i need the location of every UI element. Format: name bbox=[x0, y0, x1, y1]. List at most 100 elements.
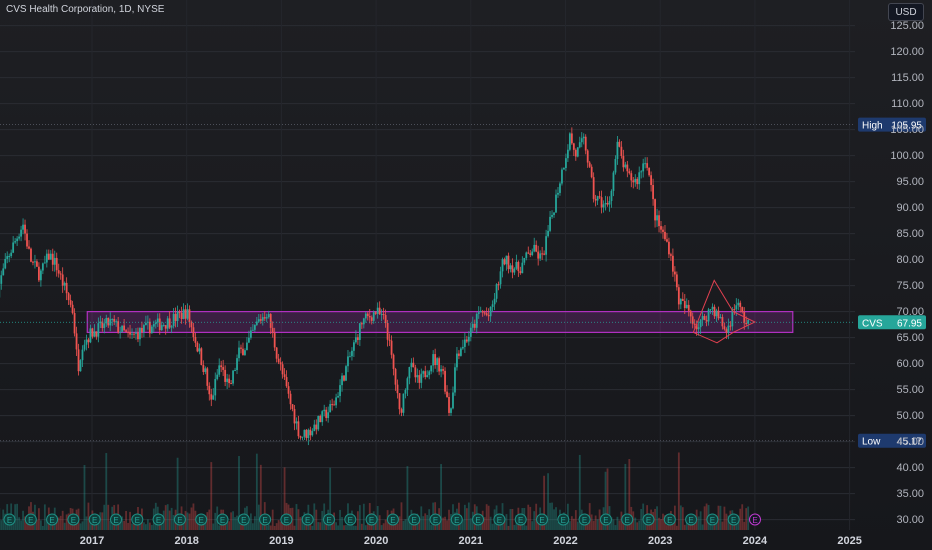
candle-body bbox=[703, 316, 706, 321]
volume-bar bbox=[723, 506, 726, 530]
candle-body bbox=[747, 320, 750, 324]
candles bbox=[0, 127, 750, 446]
volume-bar bbox=[248, 521, 250, 530]
earnings-marker bbox=[259, 513, 272, 526]
volume-bar bbox=[733, 524, 736, 530]
volume-bar bbox=[537, 523, 540, 530]
volume-bar bbox=[206, 512, 209, 530]
volume-bar bbox=[384, 519, 387, 530]
earnings-marker bbox=[280, 513, 293, 526]
volume-bar bbox=[594, 515, 597, 530]
candle-body bbox=[525, 252, 528, 258]
earnings-marker-label: E bbox=[326, 516, 331, 525]
volume-bar bbox=[505, 514, 508, 530]
high-label: High bbox=[862, 121, 883, 132]
volume-bar bbox=[305, 524, 308, 530]
candle-body bbox=[226, 378, 229, 382]
candle-body bbox=[301, 436, 304, 438]
volume-bar bbox=[491, 523, 494, 530]
volume-bar bbox=[531, 521, 534, 530]
earnings-marker bbox=[110, 513, 122, 526]
candle-body bbox=[206, 368, 209, 386]
time-tick-label: 2025 bbox=[837, 535, 861, 547]
volume-bar bbox=[45, 519, 48, 530]
candle-body bbox=[335, 397, 337, 406]
earnings-marker-label: E bbox=[28, 516, 33, 525]
volume-bar bbox=[632, 511, 635, 530]
candle-body bbox=[257, 319, 260, 322]
candle-body bbox=[664, 231, 666, 240]
candle-body bbox=[428, 371, 431, 376]
candle-body bbox=[356, 337, 359, 340]
volume-bar bbox=[0, 520, 3, 530]
candle-body bbox=[198, 348, 201, 352]
candle-body bbox=[402, 393, 405, 413]
candle-body bbox=[208, 385, 211, 395]
volume-bar bbox=[469, 518, 472, 530]
volume-bar bbox=[596, 519, 599, 530]
volume-bar bbox=[121, 516, 124, 530]
candle-body bbox=[600, 197, 603, 208]
candle-body bbox=[622, 155, 625, 168]
volume-bar bbox=[483, 517, 486, 530]
candle-body bbox=[642, 163, 645, 172]
candle-body bbox=[87, 339, 90, 343]
candle-body bbox=[660, 226, 662, 230]
candle-body bbox=[69, 300, 72, 305]
volume-bar bbox=[535, 503, 538, 530]
currency-button[interactable]: USD bbox=[888, 3, 924, 21]
candle-body bbox=[105, 317, 108, 324]
candle-body bbox=[658, 215, 660, 227]
candle-body bbox=[537, 251, 540, 259]
earnings-marker bbox=[173, 513, 186, 526]
volume-bar bbox=[105, 453, 108, 530]
volume-bar bbox=[277, 520, 280, 530]
volume-bar bbox=[741, 504, 744, 530]
candle-body bbox=[596, 196, 599, 201]
volume-bar bbox=[89, 520, 92, 530]
time-axis: 2017 2018 2019 2020 2021 2022 2023 2024 2025 bbox=[80, 535, 862, 547]
candle-body bbox=[491, 304, 494, 307]
volume-bar bbox=[487, 505, 490, 530]
candle-body bbox=[240, 347, 242, 349]
price-tick-label: 70.00 bbox=[896, 306, 924, 318]
candle-body bbox=[519, 271, 522, 274]
candle-body bbox=[527, 252, 530, 254]
volume-bar bbox=[701, 524, 704, 530]
candle-body bbox=[337, 396, 339, 398]
candle-body bbox=[119, 331, 122, 333]
candle-body bbox=[20, 229, 22, 237]
earnings-marker-label: E bbox=[71, 516, 76, 525]
candle-body bbox=[545, 236, 547, 255]
earnings-marker-label: E bbox=[603, 516, 608, 525]
grid-lines bbox=[0, 0, 855, 530]
earnings-marker-label: E bbox=[369, 516, 374, 525]
volume-bar bbox=[406, 466, 409, 530]
volume-bar bbox=[143, 522, 145, 530]
price-tick-label: 40.00 bbox=[896, 462, 924, 474]
volume-bar bbox=[22, 510, 24, 530]
candle-body bbox=[707, 309, 710, 322]
candle-body bbox=[624, 164, 627, 168]
candle-body bbox=[398, 393, 401, 410]
candle-body bbox=[255, 321, 258, 325]
candle-body bbox=[574, 149, 577, 157]
volume-bar bbox=[418, 518, 421, 530]
candle-body bbox=[180, 312, 183, 319]
candle-body bbox=[606, 202, 609, 205]
candle-body bbox=[123, 325, 125, 331]
candle-body bbox=[497, 284, 500, 286]
volume-bar bbox=[402, 520, 405, 530]
volume-bar bbox=[267, 524, 270, 530]
volume-bar bbox=[182, 520, 185, 530]
candle-body bbox=[115, 321, 118, 323]
candle-body bbox=[139, 327, 141, 340]
candle-body bbox=[673, 271, 676, 275]
candle-body bbox=[640, 171, 643, 173]
volume-bar bbox=[240, 524, 242, 530]
candle-body bbox=[743, 311, 746, 324]
time-tick-label: 2021 bbox=[459, 535, 483, 547]
earnings-marker-label: E bbox=[710, 516, 715, 525]
